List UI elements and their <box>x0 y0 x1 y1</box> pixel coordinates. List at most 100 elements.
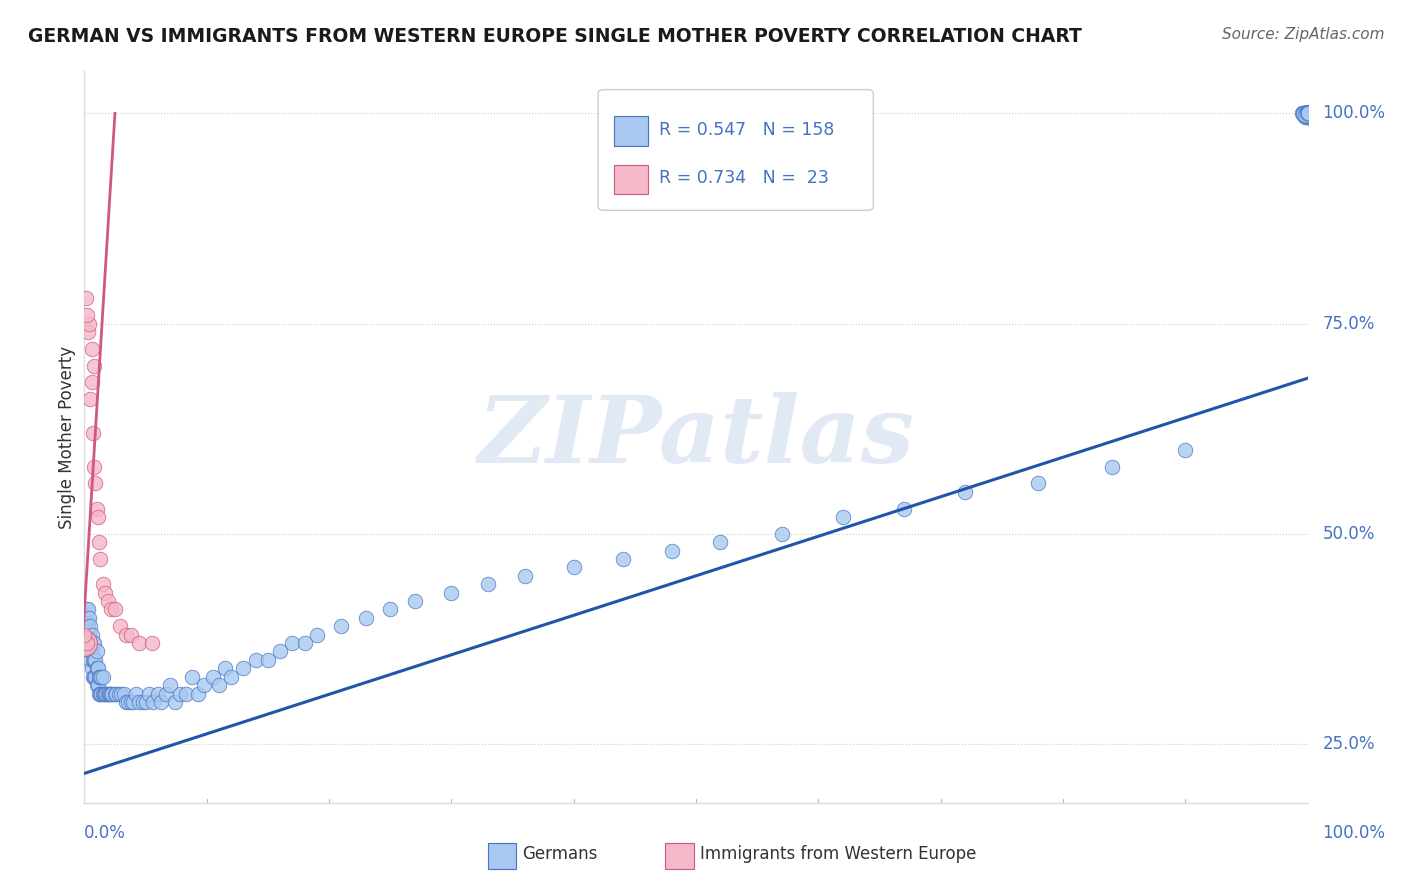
Point <box>1296 107 1319 121</box>
Point <box>83 359 105 373</box>
FancyBboxPatch shape <box>614 117 648 145</box>
Point <box>80 342 103 356</box>
Point <box>174 686 197 700</box>
Text: Immigrants from Western Europe: Immigrants from Western Europe <box>700 845 976 863</box>
Point <box>115 695 138 709</box>
Point <box>79 392 101 407</box>
Point <box>1295 106 1317 120</box>
Point <box>1296 110 1319 124</box>
Point <box>1028 476 1050 491</box>
Point <box>73 627 96 641</box>
Point <box>181 670 204 684</box>
Point <box>1296 108 1319 122</box>
Text: 100.0%: 100.0% <box>1322 104 1385 122</box>
Point <box>76 627 98 641</box>
Point <box>770 526 793 541</box>
Point <box>117 695 139 709</box>
Point <box>1101 459 1123 474</box>
Point <box>354 611 377 625</box>
Point <box>1294 110 1316 124</box>
Point <box>1296 106 1319 120</box>
Point <box>1296 109 1319 123</box>
Point <box>75 291 97 305</box>
Point <box>86 644 108 658</box>
Point <box>245 653 267 667</box>
Point <box>82 636 104 650</box>
Point <box>89 686 111 700</box>
Point <box>1295 106 1317 120</box>
Point <box>75 615 97 629</box>
FancyBboxPatch shape <box>598 90 873 211</box>
Point <box>155 686 177 700</box>
Point <box>142 695 165 709</box>
Point <box>1295 106 1317 120</box>
Point <box>281 636 304 650</box>
Point <box>104 686 127 700</box>
Point <box>257 653 280 667</box>
Point <box>1296 106 1319 120</box>
Point <box>1295 109 1317 123</box>
Point <box>86 661 108 675</box>
Point <box>232 661 254 675</box>
Point <box>100 602 122 616</box>
Point <box>1292 106 1315 120</box>
Point <box>87 686 110 700</box>
Point <box>1296 106 1319 120</box>
Point <box>90 686 112 700</box>
Point <box>94 585 117 599</box>
Point <box>1291 107 1313 121</box>
Point <box>1294 107 1316 121</box>
Point <box>1295 106 1317 120</box>
Point <box>1296 108 1319 122</box>
Point <box>76 308 98 322</box>
Point <box>107 686 129 700</box>
Point <box>91 670 114 684</box>
Point <box>1292 107 1315 121</box>
Point <box>87 661 110 675</box>
Text: ZIPatlas: ZIPatlas <box>478 392 914 482</box>
Point <box>1296 107 1319 121</box>
Point <box>1296 110 1319 124</box>
Point <box>612 552 634 566</box>
Point <box>86 678 108 692</box>
Point <box>104 602 127 616</box>
Point <box>150 695 173 709</box>
Point <box>83 653 105 667</box>
Point <box>1296 109 1319 123</box>
Point <box>125 686 148 700</box>
Point <box>1296 109 1319 123</box>
Point <box>477 577 499 591</box>
Point <box>169 686 191 700</box>
Point <box>1294 106 1316 120</box>
Point <box>80 376 103 390</box>
Y-axis label: Single Mother Poverty: Single Mother Poverty <box>58 345 76 529</box>
Point <box>90 670 112 684</box>
Point <box>1296 109 1319 123</box>
Point <box>1296 106 1319 120</box>
Point <box>80 627 103 641</box>
Point <box>1295 110 1317 124</box>
Point <box>1294 106 1316 120</box>
Point <box>187 686 209 700</box>
Point <box>89 670 111 684</box>
Point <box>100 686 122 700</box>
Point <box>91 686 114 700</box>
Point <box>1296 106 1319 120</box>
Point <box>1296 106 1319 120</box>
Text: Source: ZipAtlas.com: Source: ZipAtlas.com <box>1222 27 1385 42</box>
Point <box>77 644 100 658</box>
Point <box>77 636 100 650</box>
Point <box>77 627 100 641</box>
FancyBboxPatch shape <box>614 165 648 194</box>
Point <box>141 636 163 650</box>
Text: Germans: Germans <box>522 845 598 863</box>
Point <box>1295 106 1317 120</box>
Point <box>440 585 463 599</box>
Point <box>97 686 120 700</box>
Point <box>82 670 104 684</box>
Point <box>128 695 150 709</box>
Point <box>87 535 110 549</box>
Point <box>138 686 160 700</box>
Point <box>1294 108 1316 122</box>
Point <box>89 552 111 566</box>
